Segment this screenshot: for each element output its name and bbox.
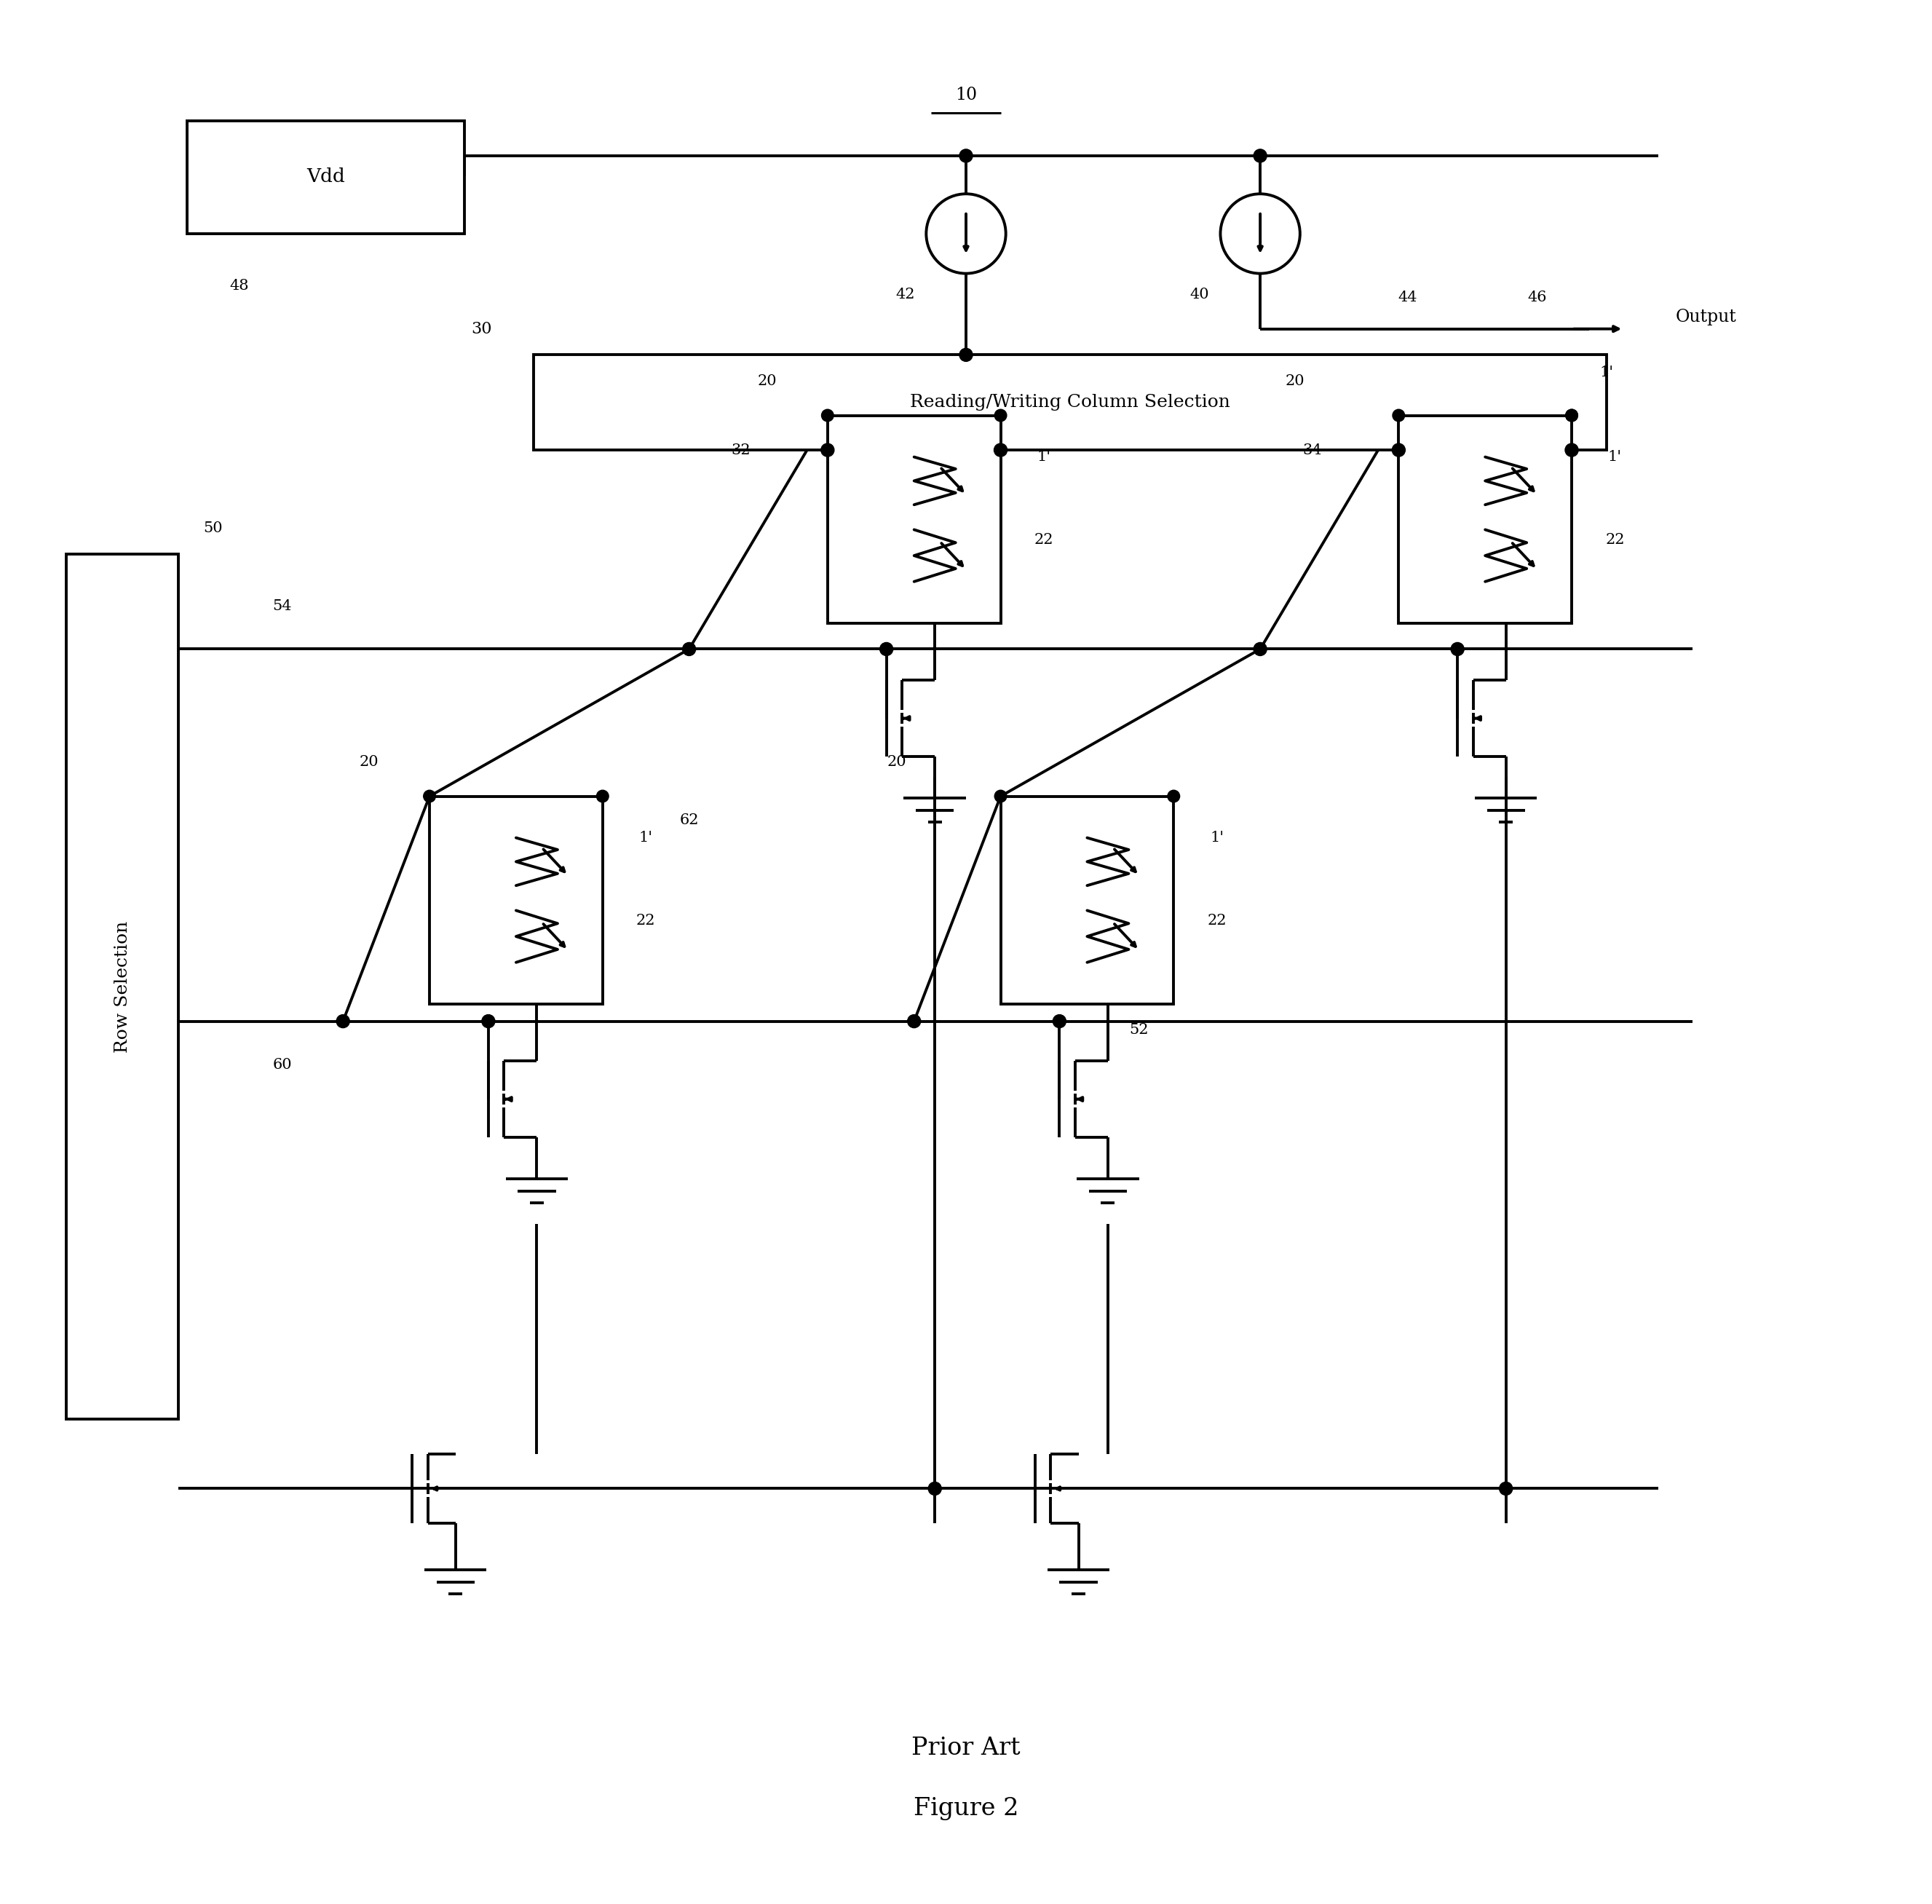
Bar [66,554,178,1418]
Text: 50: 50 [203,522,222,535]
Bar [827,415,1001,623]
Circle shape [821,409,833,421]
Circle shape [1499,1481,1513,1495]
Circle shape [1254,149,1267,162]
Text: 60: 60 [272,1057,292,1072]
Circle shape [336,1015,350,1028]
Text: 46: 46 [1528,291,1548,305]
Circle shape [821,444,835,457]
Text: 1': 1' [1037,449,1051,465]
Text: 52: 52 [1130,1022,1150,1038]
Text: 44: 44 [1397,291,1416,305]
Text: Output: Output [1675,308,1737,326]
Circle shape [1565,409,1578,421]
Circle shape [682,642,696,655]
Circle shape [927,1481,941,1495]
Circle shape [995,444,1007,457]
Circle shape [960,149,972,162]
Text: Figure 2: Figure 2 [914,1797,1018,1820]
Text: Row Selection: Row Selection [114,922,131,1053]
Text: 1': 1' [1600,366,1613,379]
Text: Vdd: Vdd [307,168,346,187]
Circle shape [1053,1015,1066,1028]
Text: 1': 1' [1607,449,1623,465]
Circle shape [1565,444,1578,457]
Text: 30: 30 [471,322,493,337]
Text: 1': 1' [639,830,653,845]
Bar [1399,415,1573,623]
Text: 54: 54 [272,600,292,613]
Text: 42: 42 [896,288,916,301]
Text: 20: 20 [1285,373,1304,388]
Text: 22: 22 [1034,533,1053,546]
Circle shape [423,790,435,802]
Bar [1001,796,1173,1003]
Text: 22: 22 [636,914,655,927]
Text: 20: 20 [757,373,777,388]
Circle shape [1393,409,1405,421]
Circle shape [960,348,972,362]
Text: 22: 22 [1208,914,1227,927]
Text: 34: 34 [1302,444,1321,457]
Circle shape [995,790,1007,802]
Circle shape [597,790,609,802]
Bar [429,796,603,1003]
Circle shape [1167,790,1180,802]
Circle shape [481,1015,495,1028]
Text: 22: 22 [1605,533,1625,546]
Circle shape [908,1015,922,1028]
Text: 1': 1' [1209,830,1223,845]
Circle shape [1565,409,1578,421]
Text: 62: 62 [680,813,699,828]
Circle shape [1393,444,1405,457]
Circle shape [995,409,1007,421]
Text: 48: 48 [230,278,249,293]
Text: Reading/Writing Column Selection: Reading/Writing Column Selection [910,394,1231,411]
Text: 10: 10 [954,88,978,103]
Text: Prior Art: Prior Art [912,1736,1020,1759]
Text: 32: 32 [732,444,752,457]
Circle shape [879,642,893,655]
Text: 20: 20 [887,754,906,769]
Text: 20: 20 [359,754,379,769]
Circle shape [1254,642,1267,655]
Bar [533,354,1605,449]
Circle shape [1451,642,1464,655]
Text: 40: 40 [1190,288,1209,301]
Bar [187,122,464,234]
